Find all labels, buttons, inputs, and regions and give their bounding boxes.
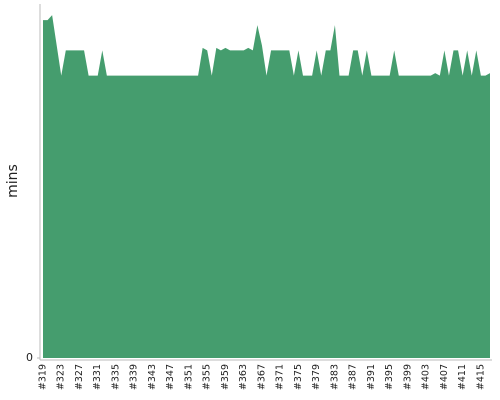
x-tick-label: #335 [110, 364, 121, 390]
x-tick-label: #379 [311, 364, 322, 390]
x-tick-label: #415 [475, 364, 486, 390]
area [43, 15, 490, 358]
x-tick-label: #387 [348, 364, 359, 390]
y-axis-label: mins [5, 164, 21, 198]
x-tick-label: #367 [256, 364, 267, 390]
x-tick-label: #399 [402, 364, 413, 390]
x-tick-label: #411 [457, 364, 468, 390]
x-tick-label: #331 [92, 364, 103, 390]
x-tick-label: #383 [329, 364, 340, 390]
x-tick-label: #355 [202, 364, 213, 390]
x-tick-label: #327 [74, 364, 85, 390]
x-tick-label: #343 [147, 364, 158, 390]
x-tick-label: #351 [183, 364, 194, 390]
x-tick-label: #363 [238, 364, 249, 390]
x-tick-label: #359 [220, 364, 231, 390]
x-tick-label: #319 [38, 364, 49, 390]
x-tick-label: #391 [366, 364, 377, 390]
x-tick-label: #323 [56, 364, 67, 390]
x-tick-label: #375 [293, 364, 304, 390]
x-tick-label: #347 [165, 364, 176, 390]
x-tick-label: #407 [439, 364, 450, 390]
x-tick-label: #403 [421, 364, 432, 390]
x-tick-label: #339 [129, 364, 140, 390]
y-tick-label: 0 [26, 351, 33, 364]
x-tick-label: #395 [384, 364, 395, 390]
x-tick-label: #371 [275, 364, 286, 390]
